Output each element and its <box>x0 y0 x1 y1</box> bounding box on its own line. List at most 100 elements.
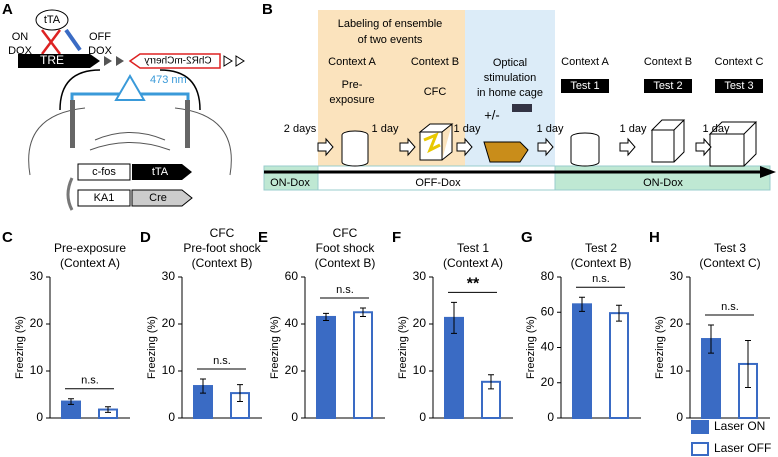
tre-box <box>18 54 100 68</box>
label: Test 3 <box>724 80 753 92</box>
chart-title: CFC <box>333 226 358 240</box>
panel-a: A tTA ON DOX OFF DOX TRE ChR2-mCherry 47… <box>2 1 245 211</box>
panel-letter: B <box>262 1 273 18</box>
label: stimulation <box>484 72 537 84</box>
label: ChR2-mCherry <box>144 56 211 67</box>
y-tick-label: 20 <box>162 316 176 330</box>
laser <box>114 74 146 101</box>
y-tick-label: 40 <box>541 340 555 354</box>
label: 1 day <box>454 123 481 135</box>
block-arrow <box>317 137 334 157</box>
panel-letter: F <box>392 229 401 246</box>
label: 1 day <box>372 123 399 135</box>
legend-swatch <box>691 420 709 434</box>
chart-title: Test 3 <box>714 241 746 255</box>
significance: n.s. <box>213 355 231 367</box>
significance: n.s. <box>721 301 739 313</box>
y-axis-label: Freezing (%) <box>525 316 537 379</box>
box <box>77 189 131 207</box>
panel-letter: H <box>649 229 660 246</box>
arrow <box>64 28 82 52</box>
y-axis-label: Freezing (%) <box>654 316 666 379</box>
y-tick-label: 0 <box>168 410 175 424</box>
legend-label: Laser ON <box>714 419 765 433</box>
label: ON-Dox <box>270 177 310 189</box>
stim-area <box>465 10 555 166</box>
error-bar <box>237 384 243 403</box>
label: Cre <box>149 192 167 204</box>
chart-title: Pre-foot shock <box>183 241 261 255</box>
fiber <box>70 100 75 148</box>
y-tick-label: 10 <box>670 363 684 377</box>
fiber <box>185 100 190 148</box>
lox <box>104 56 124 66</box>
label: exposure <box>329 94 374 106</box>
legend-label: Laser OFF <box>714 441 771 455</box>
label: Pre- <box>342 79 363 91</box>
label: Context B <box>644 56 692 68</box>
panel-b: B ON-Dox OFF-Dox ON-Dox Labeling of ense… <box>262 1 776 191</box>
label: TRE <box>40 53 64 67</box>
y-tick-label: 30 <box>670 269 684 283</box>
apparatus <box>708 121 758 167</box>
brain <box>28 107 232 176</box>
y-tick-label: 60 <box>285 269 299 283</box>
label: 1 day <box>620 123 647 135</box>
significance: n.s. <box>336 284 354 296</box>
y-tick-label: 0 <box>291 410 298 424</box>
dox-bar <box>554 165 771 191</box>
y-tick-label: 0 <box>36 410 43 424</box>
panel-letter: C <box>2 229 13 246</box>
label: +/- <box>484 107 500 122</box>
label: 1 day <box>537 123 564 135</box>
apparatus <box>650 119 686 163</box>
label: ON-Dox <box>643 177 683 189</box>
label: Context B <box>411 56 459 68</box>
label: ON <box>12 31 29 43</box>
panel-letter: G <box>521 229 533 246</box>
test-box <box>644 79 692 93</box>
y-axis-label: Freezing (%) <box>269 316 281 379</box>
label: OFF <box>89 31 111 43</box>
block-arrow <box>399 137 416 157</box>
box <box>132 164 192 180</box>
chr2-box <box>128 53 221 69</box>
label: tTA <box>44 14 61 26</box>
tta-oval <box>35 9 69 31</box>
label: DOX <box>8 45 33 57</box>
chart-title: (Context A) <box>60 256 120 270</box>
box <box>77 163 131 181</box>
apparatus <box>341 135 369 167</box>
apparatus <box>570 137 600 167</box>
label: 2 days <box>284 123 317 135</box>
error-bar <box>579 296 585 312</box>
error-bar <box>105 406 111 413</box>
y-tick-label: 0 <box>419 410 426 424</box>
y-tick-label: 10 <box>413 363 427 377</box>
y-axis-label: Freezing (%) <box>146 316 158 379</box>
block-arrow <box>619 137 636 157</box>
bar <box>609 312 629 420</box>
error-bar <box>616 304 622 322</box>
block-arrow <box>695 137 712 157</box>
label: tTA <box>152 166 169 178</box>
fiber <box>70 92 190 148</box>
cross <box>41 29 61 55</box>
bar <box>353 311 373 419</box>
timeline-head <box>760 166 776 178</box>
error-bar <box>200 378 206 394</box>
dox-bar <box>317 165 556 191</box>
chart-title: (Context C) <box>699 256 760 270</box>
error-bar <box>68 398 74 405</box>
panel-letter: D <box>140 229 151 246</box>
error-bar <box>360 307 366 317</box>
y-tick-label: 20 <box>30 316 44 330</box>
lamp <box>512 104 532 112</box>
chart-title: Test 2 <box>585 241 617 255</box>
test-box <box>715 79 763 93</box>
homecage <box>483 141 529 163</box>
chart-title: (Context B) <box>192 256 253 270</box>
label: 473 nm <box>150 74 187 86</box>
label: 1 day <box>703 123 730 135</box>
label: Test 1 <box>570 80 599 92</box>
